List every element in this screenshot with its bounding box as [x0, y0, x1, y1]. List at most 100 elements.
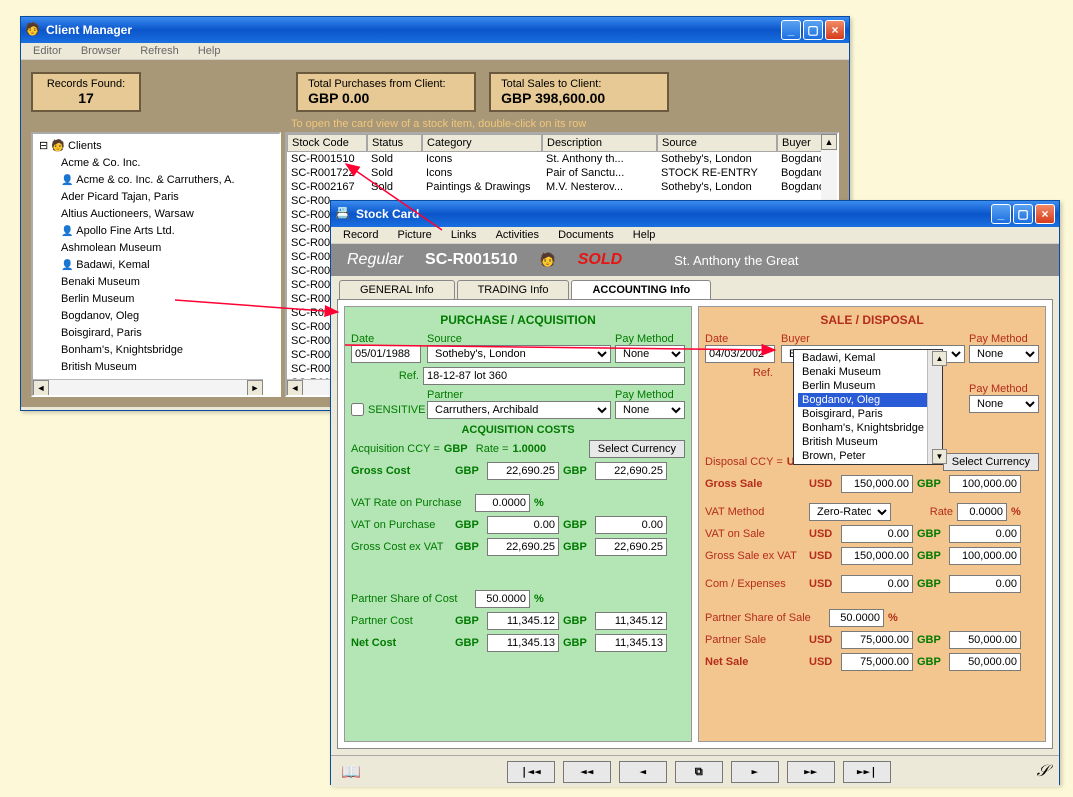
- menu-refresh[interactable]: Refresh: [132, 43, 187, 59]
- nav-next-page-button[interactable]: ►►: [787, 761, 835, 783]
- clients-tree[interactable]: 🧑 Clients Acme & Co. Inc.Acme & co. Inc.…: [31, 132, 281, 397]
- sale-rate2-input[interactable]: [957, 503, 1007, 521]
- tab-general[interactable]: GENERAL Info: [339, 280, 455, 299]
- sale-select-currency-button[interactable]: Select Currency: [943, 453, 1039, 471]
- buyer-dropdown-list[interactable]: Badawi, KemalBenaki MuseumBerlin MuseumB…: [793, 349, 943, 465]
- sale-paymethod2-select[interactable]: None: [969, 395, 1039, 413]
- net-sale-a[interactable]: [841, 653, 913, 671]
- purchase-paymethod2-select[interactable]: None: [615, 401, 685, 419]
- sale-date-input[interactable]: [705, 345, 775, 363]
- sc-titlebar[interactable]: 📇 Stock Card _ ▢ ×: [331, 201, 1059, 227]
- grid-column-header[interactable]: Source: [657, 134, 777, 152]
- table-row[interactable]: SC-R002167SoldPaintings & DrawingsM.V. N…: [287, 180, 837, 194]
- menu-record[interactable]: Record: [335, 227, 386, 243]
- table-row[interactable]: SC-R001510SoldIconsSt. Anthony th...Soth…: [287, 152, 837, 166]
- purchase-ref-input[interactable]: [423, 367, 685, 385]
- sale-paymethod-select[interactable]: None: [969, 345, 1039, 363]
- nav-copy-button[interactable]: ⧉: [675, 761, 723, 783]
- nav-next-button[interactable]: ►: [731, 761, 779, 783]
- partner-share-cost[interactable]: [475, 590, 530, 608]
- menu-documents[interactable]: Documents: [550, 227, 622, 243]
- partner-sale-b[interactable]: [949, 631, 1021, 649]
- gross-sale-a[interactable]: [841, 475, 913, 493]
- grid-column-header[interactable]: Stock Code: [287, 134, 367, 152]
- com-a[interactable]: [841, 575, 913, 593]
- net-cost-b[interactable]: [595, 634, 667, 652]
- tree-client-item[interactable]: Acme & co. Inc. & Carruthers, A.: [53, 172, 275, 189]
- tree-scrollbar-h[interactable]: ◄►: [33, 379, 263, 395]
- table-row[interactable]: SC-R001722SoldIconsPair of Sanctu...STOC…: [287, 166, 837, 180]
- vat-method-select[interactable]: Zero-Rated: [809, 503, 891, 521]
- tree-client-item[interactable]: Ader Picard Tajan, Paris: [53, 189, 275, 206]
- tab-accounting[interactable]: ACCOUNTING Info: [571, 280, 711, 299]
- tab-trading[interactable]: TRADING Info: [457, 280, 570, 299]
- minimize-button[interactable]: _: [781, 20, 801, 40]
- tree-root[interactable]: Clients: [68, 140, 102, 152]
- menu-help[interactable]: Help: [190, 43, 229, 59]
- menu-activities[interactable]: Activities: [488, 227, 547, 243]
- close-button[interactable]: ×: [1035, 204, 1055, 224]
- purchase-select-currency-button[interactable]: Select Currency: [589, 440, 685, 458]
- dropdown-option[interactable]: British Museum: [798, 435, 927, 449]
- tree-client-item[interactable]: Bogdanov, Oleg: [53, 308, 275, 325]
- vat-a[interactable]: [487, 516, 559, 534]
- gross-ex-a[interactable]: [487, 538, 559, 556]
- maximize-button[interactable]: ▢: [803, 20, 823, 40]
- menu-editor[interactable]: Editor: [25, 43, 70, 59]
- tree-client-item[interactable]: British Museum: [53, 359, 275, 376]
- partner-cost-b[interactable]: [595, 612, 667, 630]
- dropdown-option[interactable]: Bogdanov, Oleg: [798, 393, 927, 407]
- grid-column-header[interactable]: Status: [367, 134, 422, 152]
- dropdown-option[interactable]: Boisgirard, Paris: [798, 407, 927, 421]
- maximize-button[interactable]: ▢: [1013, 204, 1033, 224]
- gross-sale-b[interactable]: [949, 475, 1021, 493]
- gross-sale-ex-a[interactable]: [841, 547, 913, 565]
- partner-share-sale[interactable]: [829, 609, 884, 627]
- nav-prev-button[interactable]: ◄: [619, 761, 667, 783]
- vat-b[interactable]: [595, 516, 667, 534]
- tree-client-item[interactable]: Berlin Museum: [53, 291, 275, 308]
- tree-client-item[interactable]: Bonham's, Knightsbridge: [53, 342, 275, 359]
- grid-column-header[interactable]: Description: [542, 134, 657, 152]
- purchase-partner-select[interactable]: Carruthers, Archibald: [427, 401, 611, 419]
- vat-rate-input[interactable]: [475, 494, 530, 512]
- cm-titlebar[interactable]: 🧑 Client Manager _ ▢ ×: [21, 17, 849, 43]
- tree-client-item[interactable]: Badawi, Kemal: [53, 257, 275, 274]
- dropdown-option[interactable]: Badawi, Kemal: [798, 351, 927, 365]
- nav-first-button[interactable]: |◄◄: [507, 761, 555, 783]
- signature-icon[interactable]: 𝒮: [1037, 763, 1049, 781]
- vat-sale-b[interactable]: [949, 525, 1021, 543]
- dropdown-option[interactable]: Benaki Museum: [798, 365, 927, 379]
- tree-client-item[interactable]: Acme & Co. Inc.: [53, 155, 275, 172]
- menu-help[interactable]: Help: [625, 227, 664, 243]
- dropdown-option[interactable]: Bonham's, Knightsbridge: [798, 421, 927, 435]
- menu-links[interactable]: Links: [443, 227, 485, 243]
- sensitive-checkbox[interactable]: [351, 403, 364, 416]
- tree-client-item[interactable]: Ashmolean Museum: [53, 240, 275, 257]
- tree-client-item[interactable]: Apollo Fine Arts Ltd.: [53, 223, 275, 240]
- tree-client-item[interactable]: Boisgirard, Paris: [53, 325, 275, 342]
- gross-sale-ex-b[interactable]: [949, 547, 1021, 565]
- menu-picture[interactable]: Picture: [390, 227, 440, 243]
- partner-sale-a[interactable]: [841, 631, 913, 649]
- vat-sale-a[interactable]: [841, 525, 913, 543]
- purchase-paymethod-select[interactable]: None: [615, 345, 685, 363]
- purchase-date-input[interactable]: [351, 345, 421, 363]
- net-sale-b[interactable]: [949, 653, 1021, 671]
- menu-browser[interactable]: Browser: [73, 43, 129, 59]
- nav-last-button[interactable]: ►►|: [843, 761, 891, 783]
- purchase-source-select[interactable]: Sotheby's, London: [427, 345, 611, 363]
- tree-client-item[interactable]: Altius Auctioneers, Warsaw: [53, 206, 275, 223]
- com-b[interactable]: [949, 575, 1021, 593]
- gross-cost-a[interactable]: [487, 462, 559, 480]
- gross-cost-b[interactable]: [595, 462, 667, 480]
- nav-prev-page-button[interactable]: ◄◄: [563, 761, 611, 783]
- gross-ex-b[interactable]: [595, 538, 667, 556]
- dropdown-option[interactable]: Brown, Peter: [798, 449, 927, 463]
- close-button[interactable]: ×: [825, 20, 845, 40]
- tree-client-item[interactable]: Benaki Museum: [53, 274, 275, 291]
- minimize-button[interactable]: _: [991, 204, 1011, 224]
- book-icon[interactable]: 📖: [341, 762, 361, 782]
- partner-cost-a[interactable]: [487, 612, 559, 630]
- grid-column-header[interactable]: Category: [422, 134, 542, 152]
